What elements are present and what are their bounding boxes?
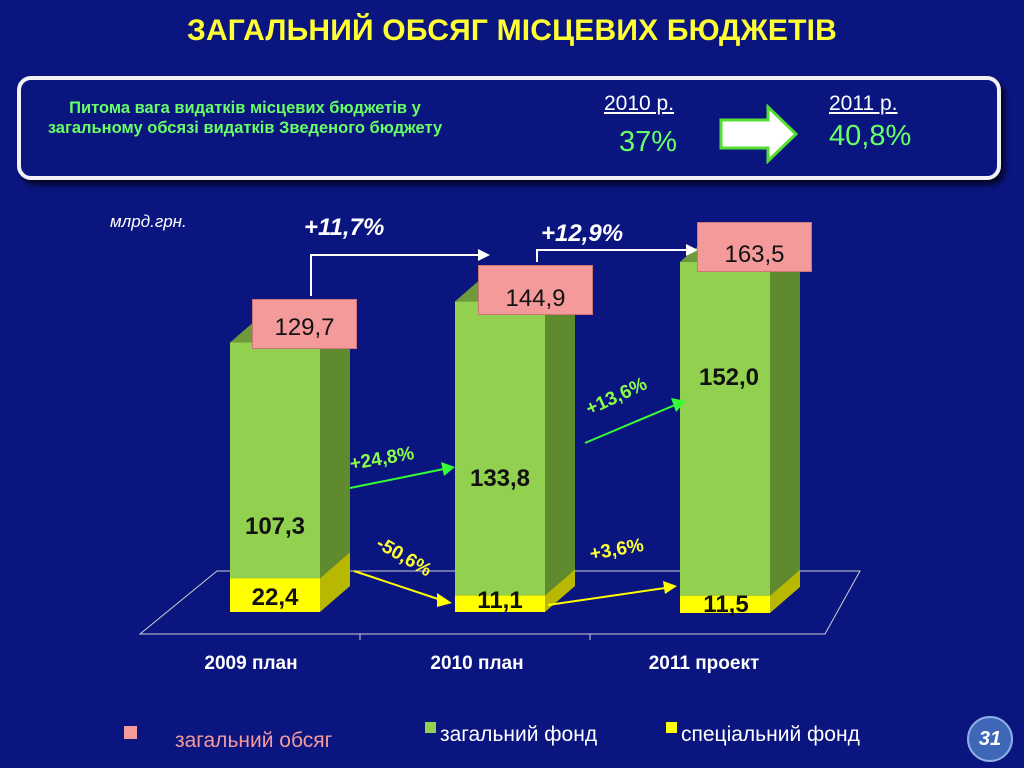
special-bar-2-front: [680, 595, 770, 613]
general-bar-1-front: [455, 301, 545, 596]
general-growth-arrow-2: [584, 404, 676, 444]
legend-special: спеціальний фонд: [666, 722, 860, 747]
general-growth-arrowhead-2: [671, 398, 686, 412]
legend-total: загальний обсяг: [124, 726, 332, 753]
special-growth-arrow-2: [547, 587, 666, 606]
year-2011-label: 2011 р.: [829, 92, 898, 115]
total-growth-arrow-2: [536, 249, 686, 262]
legend-special-swatch: [666, 722, 677, 733]
special-bar-0-side: [320, 552, 350, 612]
chart-canvas: [138, 235, 861, 640]
general-fund-label-2011: 152,0: [698, 364, 760, 391]
x-category-2009: 2009 план: [204, 653, 298, 674]
total-label-2011: 163,5: [697, 222, 812, 272]
legend-general-label: загальний фонд: [440, 723, 598, 746]
general-growth-arrow-1: [349, 468, 445, 489]
total-label-2009: 129,7: [252, 299, 357, 349]
special-fund-label-2009: 22,4: [251, 584, 299, 611]
info-panel: [17, 76, 1001, 180]
general-bar-1-side: [545, 275, 575, 596]
special-bar-1-front: [455, 595, 545, 612]
special-growth-arrowhead-2: [663, 581, 677, 594]
year-2011-value: 40,8%: [829, 120, 912, 152]
general-bar-2-side: [770, 235, 800, 596]
x-category-2011: 2011 проект: [648, 653, 760, 674]
total-growth-arrow-1: [310, 254, 478, 296]
chart-floor: [138, 570, 861, 635]
right-arrow-icon: [719, 104, 799, 164]
legend-general-swatch: [425, 722, 436, 733]
special-growth-arrowhead-1: [437, 593, 452, 607]
special-fund-label-2011: 11,5: [703, 591, 749, 618]
legend-general: загальний фонд: [425, 722, 597, 747]
legend-total-swatch: [124, 726, 137, 739]
year-2010-label: 2010 р.: [604, 92, 675, 115]
growth-total-2: +12,9%: [541, 220, 624, 247]
growth-total-1: +11,7%: [304, 214, 385, 241]
special-fund-label-2010: 11,1: [477, 587, 523, 614]
legend-total-label: загальний обсяг: [175, 729, 333, 752]
general-fund-label-2010: 133,8: [469, 465, 531, 492]
general-bar-0-front: [230, 342, 320, 579]
info-text: Питома вага видатків місцевих бюджетів у…: [47, 99, 443, 137]
x-category-2010: 2010 план: [430, 653, 524, 674]
general-fund-label-2009: 107,3: [244, 513, 306, 540]
special-bar-0-front: [230, 578, 320, 612]
special-bar-2-side: [770, 569, 800, 613]
unit-label: млрд.грн.: [110, 212, 187, 231]
year-2010-value: 37%: [619, 126, 678, 158]
total-label-2010: 144,9: [478, 265, 593, 315]
page-title: ЗАГАЛЬНИЙ ОБСЯГ МІСЦЕВИХ БЮДЖЕТІВ: [186, 14, 838, 47]
page-number-badge: 31: [967, 716, 1013, 762]
general-bar-2-front: [680, 261, 770, 596]
special-growth-arrow-1: [353, 570, 442, 601]
general-growth-arrowhead-1: [441, 462, 455, 476]
total-growth-arrowhead-2: [686, 244, 698, 256]
general-bar-0-side: [320, 316, 350, 579]
total-growth-arrowhead-1: [478, 249, 490, 261]
special-bar-1-side: [545, 569, 575, 612]
legend-special-label: спеціальний фонд: [681, 723, 860, 746]
